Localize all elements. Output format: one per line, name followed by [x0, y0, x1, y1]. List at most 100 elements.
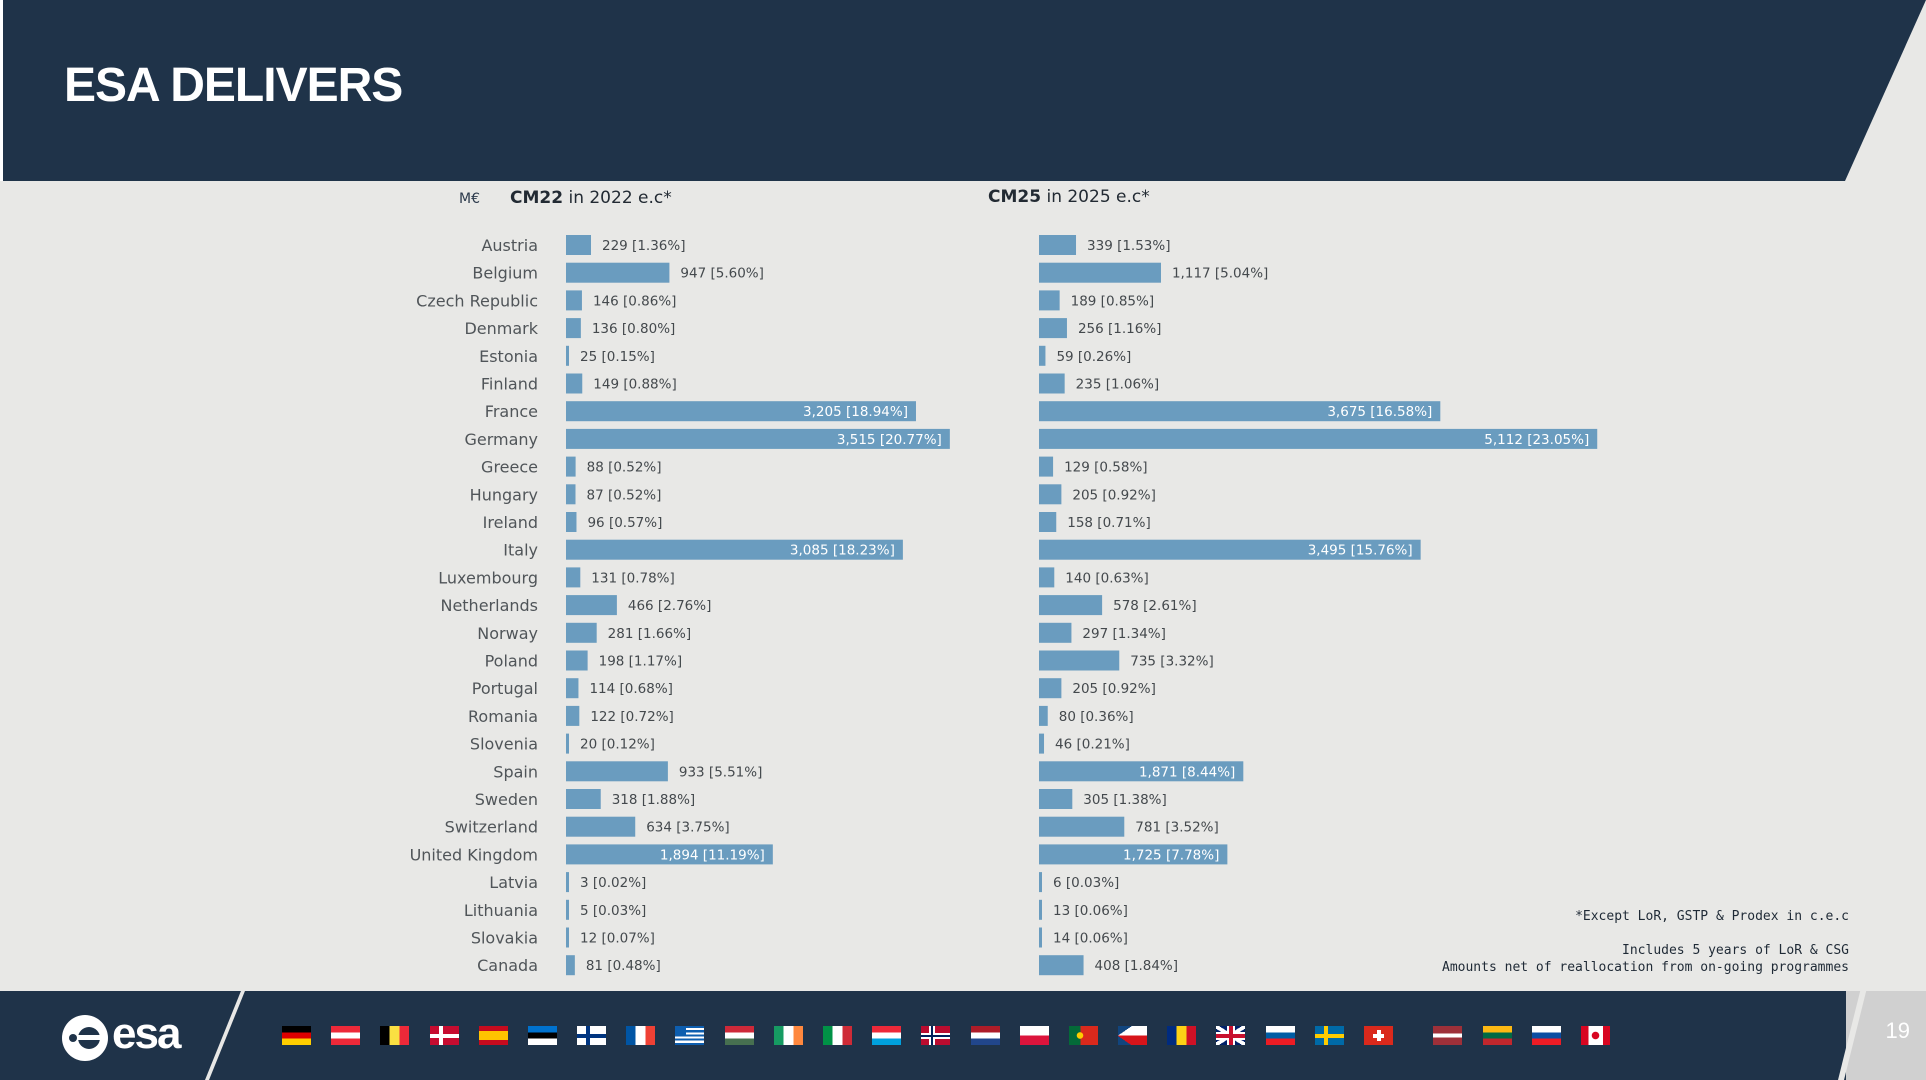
data-label-s2-switzerland: 781 [3.52%] [1135, 820, 1218, 836]
poland-flag [1020, 1026, 1049, 1045]
romania-flag [1167, 1026, 1196, 1045]
denmark-flag [430, 1026, 459, 1045]
data-label-s1-luxembourg: 131 [0.78%] [591, 570, 674, 586]
netherlands-flag [971, 1026, 1000, 1045]
category-label-romania: Romania [468, 707, 538, 726]
bar-s2-norway [1039, 622, 1072, 643]
data-label-s1-finland: 149 [0.88%] [593, 377, 676, 393]
finland-flag [577, 1026, 606, 1045]
data-label-s1-portugal: 114 [0.68%] [589, 681, 672, 697]
data-label-s2-lithuania: 13 [0.06%] [1053, 903, 1128, 919]
data-label-s2-latvia: 6 [0.03%] [1053, 875, 1119, 891]
bar-s1-portugal [566, 678, 579, 699]
data-label-s2-belgium: 1,117 [5.04%] [1172, 266, 1268, 282]
bar-s2-portugal [1039, 678, 1062, 699]
data-label-s1-ireland: 96 [0.57%] [587, 515, 662, 531]
data-label-s2-slovakia: 14 [0.06%] [1053, 931, 1128, 947]
data-label-s1-czech-republic: 146 [0.86%] [593, 293, 676, 309]
data-label-s1-hungary: 87 [0.52%] [587, 487, 662, 503]
bar-s2-finland [1039, 373, 1065, 394]
bar-s1-switzerland [566, 816, 636, 837]
bar-s2-latvia [1039, 872, 1042, 893]
footnotes: *Except LoR, GSTP & Prodex in c.e.c Incl… [1442, 908, 1849, 976]
bar-s1-estonia [566, 345, 569, 366]
data-label-s1-latvia: 3 [0.02%] [580, 875, 646, 891]
page-number: 19 [1885, 1018, 1910, 1043]
bar-s1-germany [566, 428, 950, 449]
belgium-flag [380, 1026, 409, 1045]
bar-s2-germany [1039, 428, 1598, 449]
bar-s1-italy [566, 539, 903, 560]
header-edge [0, 0, 3, 181]
data-label-s2-hungary: 205 [0.92%] [1072, 487, 1155, 503]
data-label-s2-greece: 129 [0.58%] [1064, 460, 1147, 476]
data-label-s2-estonia: 59 [0.26%] [1056, 349, 1131, 365]
spain-flag [479, 1026, 508, 1045]
unit-label: M€ [459, 191, 480, 207]
bar-s1-belgium [566, 262, 670, 283]
norway-flag [921, 1026, 950, 1045]
slovakia-flag [1532, 1026, 1561, 1045]
bar-s2-switzerland [1039, 816, 1125, 837]
esa-logo[interactable]: esa [62, 1009, 202, 1063]
data-label-s2-germany: 5,112 [23.05%] [1484, 432, 1589, 448]
category-label-latvia: Latvia [489, 873, 538, 892]
footer-bar: esa 19 [0, 991, 1926, 1080]
bar-s2-hungary [1039, 484, 1062, 505]
austria-flag [331, 1026, 360, 1045]
category-label-luxembourg: Luxembourg [438, 568, 538, 587]
italy-flag [823, 1026, 852, 1045]
category-label-lithuania: Lithuania [464, 901, 538, 920]
bar-s1-austria [566, 235, 592, 255]
ireland-flag [774, 1026, 803, 1045]
footnote-includes: Includes 5 years of LoR & CSG [1622, 943, 1849, 958]
estonia-flag [528, 1026, 557, 1045]
data-label-s2-slovenia: 46 [0.21%] [1055, 737, 1130, 753]
bar-s2-sweden [1039, 789, 1073, 809]
esa-logo-text: esa [112, 1009, 181, 1058]
switzerland-flag [1364, 1026, 1393, 1045]
data-label-s1-switzerland: 634 [3.75%] [646, 820, 729, 836]
footnote-amounts: Amounts net of reallocation from on-goin… [1442, 960, 1849, 975]
bar-s2-canada [1039, 955, 1084, 976]
bar-s1-finland [566, 373, 583, 394]
header-banner: ESA DELIVERS [0, 0, 1926, 181]
data-label-s1-united-kingdom: 1,894 [11.19%] [660, 847, 765, 863]
data-label-s2-austria: 339 [1.53%] [1087, 238, 1170, 254]
category-label-canada: Canada [477, 956, 538, 975]
bar-s2-poland [1039, 650, 1120, 671]
bar-s2-luxembourg [1039, 567, 1055, 588]
data-label-s2-italy: 3,495 [15.76%] [1308, 543, 1413, 559]
category-label-germany: Germany [464, 430, 538, 449]
data-label-s1-greece: 88 [0.52%] [587, 460, 662, 476]
data-label-s2-sweden: 305 [1.38%] [1083, 792, 1166, 808]
category-label-switzerland: Switzerland [445, 818, 538, 837]
data-label-s1-netherlands: 466 [2.76%] [628, 598, 711, 614]
data-label-s1-lithuania: 5 [0.03%] [580, 903, 646, 919]
bar-s1-czech-republic [566, 290, 582, 311]
bar-s2-belgium [1039, 262, 1161, 283]
category-label-united-kingdom: United Kingdom [410, 845, 538, 864]
portugal-flag [1069, 1026, 1098, 1045]
bar-s2-slovakia [1039, 927, 1042, 948]
data-label-s2-denmark: 256 [1.16%] [1078, 321, 1161, 337]
data-label-s2-luxembourg: 140 [0.63%] [1065, 570, 1148, 586]
data-label-s2-portugal: 205 [0.92%] [1072, 681, 1155, 697]
bar-s2-ireland [1039, 512, 1057, 532]
series-1-title: CM22 in 2022 e.c* [510, 188, 672, 208]
bar-s1-luxembourg [566, 567, 581, 588]
bar-s2-romania [1039, 705, 1048, 726]
category-label-ireland: Ireland [483, 513, 538, 532]
data-label-s2-romania: 80 [0.36%] [1059, 709, 1134, 725]
footer-divider [205, 991, 245, 1080]
data-label-s1-slovenia: 20 [0.12%] [580, 737, 655, 753]
latvia-flag [1433, 1026, 1462, 1045]
bar-s2-slovenia [1039, 733, 1045, 754]
lithuania-flag [1483, 1026, 1512, 1045]
data-label-s2-france: 3,675 [16.58%] [1327, 404, 1432, 420]
bar-s2-estonia [1039, 345, 1046, 366]
category-label-finland: Finland [481, 375, 538, 394]
bar-s1-norway [566, 622, 597, 643]
data-label-s2-canada: 408 [1.84%] [1095, 958, 1178, 974]
data-label-s2-poland: 735 [3.32%] [1130, 654, 1213, 670]
